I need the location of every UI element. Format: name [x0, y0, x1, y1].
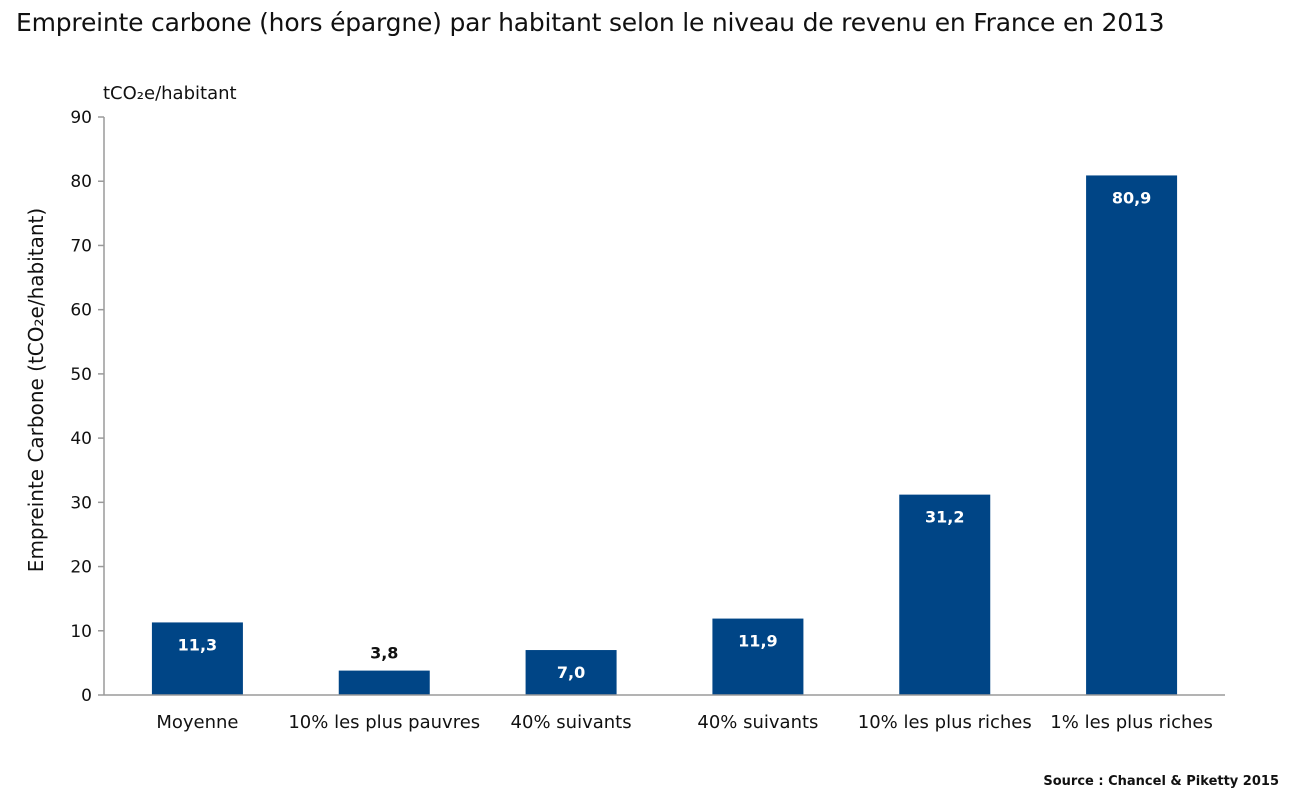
- bar: [525, 650, 617, 695]
- x-category-label: 40% suivants: [511, 712, 632, 733]
- bars: 11,3 3,8 7,0 11,9 31,2 80,9: [151, 175, 1178, 696]
- y-tick-label: 60: [70, 301, 92, 321]
- y-axis-ticks: 0 10 20 30 40 50 60 70 80 90: [70, 108, 104, 706]
- y-tick-label: 40: [70, 429, 92, 449]
- x-category-label: 10% les plus riches: [858, 712, 1032, 733]
- source-note: Source : Chancel & Piketty 2015: [1043, 774, 1279, 789]
- x-category-label: 10% les plus pauvres: [288, 712, 480, 733]
- y-tick-label: 80: [70, 172, 92, 192]
- bar-data-label: 7,0: [557, 663, 585, 682]
- x-axis-labels: Moyenne 10% les plus pauvres 40% suivants 4…: [156, 712, 1213, 733]
- x-category-label: 40% suivants: [697, 712, 818, 733]
- chart-title: Empreinte carbone (hors épargne) par hab…: [16, 8, 1165, 37]
- bar: [712, 618, 804, 695]
- y-tick-label: 20: [70, 558, 92, 578]
- bar-data-label: 80,9: [1112, 188, 1151, 207]
- x-category-label: 1% les plus riches: [1050, 712, 1213, 733]
- bar: [338, 670, 430, 695]
- bar: [1086, 175, 1178, 696]
- bar-data-label: 11,9: [738, 632, 777, 651]
- y-tick-label: 70: [70, 236, 92, 256]
- y-tick-label: 50: [70, 365, 92, 385]
- bar-data-label: 3,8: [370, 644, 398, 663]
- y-tick-label: 90: [70, 108, 92, 128]
- bar: [899, 494, 991, 695]
- y-tick-label: 30: [70, 493, 92, 513]
- y-tick-label: 0: [81, 686, 92, 706]
- bar: [151, 622, 243, 695]
- y-tick-label: 10: [70, 622, 92, 642]
- unit-label: tCO₂e/habitant: [103, 83, 237, 104]
- bar-data-label: 31,2: [925, 508, 964, 527]
- bar-data-label: 11,3: [178, 635, 217, 654]
- x-category-label: Moyenne: [156, 712, 238, 733]
